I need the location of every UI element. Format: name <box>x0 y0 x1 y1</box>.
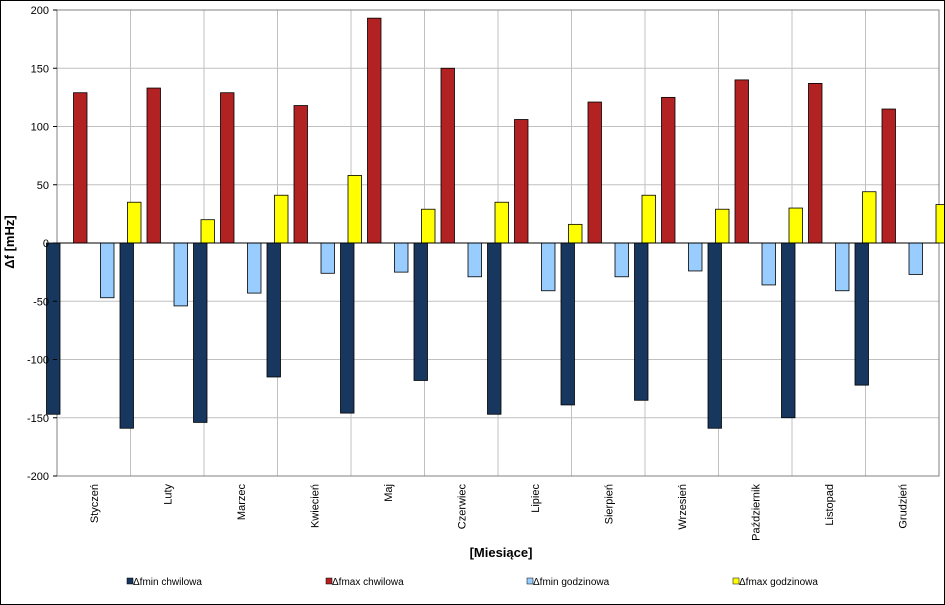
y-tick-label: 0 <box>43 238 49 250</box>
bar-3-7 <box>541 242 556 292</box>
bar-4-6 <box>494 201 509 244</box>
x-tick-label: Październik <box>750 484 762 541</box>
bar-4-8 <box>641 194 656 244</box>
y-tick-label: -50 <box>33 296 49 308</box>
bar-4-4 <box>347 175 362 244</box>
y-tick-label: -100 <box>27 355 49 367</box>
bar-2-1 <box>73 92 88 244</box>
legend-label: Δfmin godzinowa <box>533 577 610 588</box>
legend-swatch <box>126 577 134 585</box>
bar-2-6 <box>440 67 455 244</box>
bar-3-2 <box>173 242 188 307</box>
bar-3-12 <box>908 242 923 275</box>
bar-2-12 <box>881 108 896 244</box>
bar-3-3 <box>247 242 262 294</box>
bar-3-8 <box>614 242 629 278</box>
bar-4-11 <box>862 191 877 244</box>
legend-label: Δfmax chwilowa <box>332 577 404 588</box>
x-tick-label: Grudzień <box>897 484 909 529</box>
x-tick-label: Lipiec <box>530 484 542 513</box>
bar-2-8 <box>587 101 602 244</box>
x-axis-title: [Miesiące] <box>470 545 533 560</box>
bar-1-8 <box>560 242 575 406</box>
y-tick-label: -150 <box>27 413 49 425</box>
bar-4-1 <box>127 201 142 244</box>
bar-2-2 <box>146 87 161 244</box>
x-tick-label: Styczeń <box>89 484 101 523</box>
legend-label: Δfmin chwilowa <box>133 577 202 588</box>
x-tick-label: Marzec <box>236 484 248 521</box>
bar-1-9 <box>634 242 649 401</box>
bar-3-11 <box>835 242 850 292</box>
bar-3-1 <box>100 242 115 299</box>
bar-4-12 <box>935 204 944 244</box>
x-tick-label: Sierpień <box>603 484 615 524</box>
legend-label: Δfmax godzinowa <box>739 577 818 588</box>
x-tick-label: Listopad <box>824 484 836 526</box>
bar-1-7 <box>487 242 502 415</box>
bar-4-9 <box>715 208 730 244</box>
bar-2-10 <box>734 79 749 244</box>
bar-2-5 <box>367 17 382 244</box>
bar-1-6 <box>413 242 428 381</box>
x-tick-label: Kwiecień <box>309 484 321 528</box>
y-tick-label: 200 <box>31 5 49 17</box>
bar-2-7 <box>514 119 529 244</box>
y-tick-label: -200 <box>27 471 49 483</box>
bar-3-9 <box>688 242 703 272</box>
bar-1-12 <box>854 242 869 386</box>
x-tick-label: Luty <box>162 484 174 505</box>
bar-3-10 <box>761 242 776 286</box>
y-axis-title: Δf [mHz] <box>2 215 17 268</box>
bar-1-2 <box>119 242 134 429</box>
x-tick-label: Wrzesień <box>677 484 689 530</box>
bar-3-5 <box>394 242 409 273</box>
legend: Δfmin chwilowa Δfmax chwilowa Δfmin godzin… <box>126 577 818 588</box>
bar-1-4 <box>266 242 281 378</box>
bar-3-4 <box>320 242 335 274</box>
bar-1-3 <box>193 242 208 423</box>
bar-2-4 <box>293 105 308 244</box>
bars <box>46 17 944 429</box>
bar-4-2 <box>200 219 215 244</box>
y-tick-label: 50 <box>37 180 49 192</box>
y-tick-labels: 200 150 100 50 0 -50 -100 -150 -200 <box>27 5 57 483</box>
legend-swatch <box>526 577 534 585</box>
bar-1-11 <box>781 242 796 419</box>
bar-1-5 <box>340 242 355 414</box>
bar-1-1 <box>46 242 61 415</box>
bar-2-11 <box>808 82 823 244</box>
legend-swatch <box>732 577 740 585</box>
bar-1-10 <box>707 242 722 429</box>
bar-2-3 <box>220 92 235 244</box>
x-tick-label: Maj <box>383 484 395 502</box>
bar-3-6 <box>467 242 482 278</box>
bar-4-7 <box>568 223 583 244</box>
x-tick-labels: Styczeń Luty Marzec Kwiecień Maj Czerwiec Lipi… <box>89 484 910 541</box>
bar-4-3 <box>274 194 289 244</box>
y-tick-label: 150 <box>31 63 49 75</box>
y-tick-label: 100 <box>31 122 49 134</box>
bar-4-10 <box>788 207 803 244</box>
bar-2-9 <box>661 96 676 244</box>
x-tick-label: Czerwiec <box>456 484 468 530</box>
legend-swatch <box>325 577 333 585</box>
bar-4-5 <box>421 208 436 244</box>
